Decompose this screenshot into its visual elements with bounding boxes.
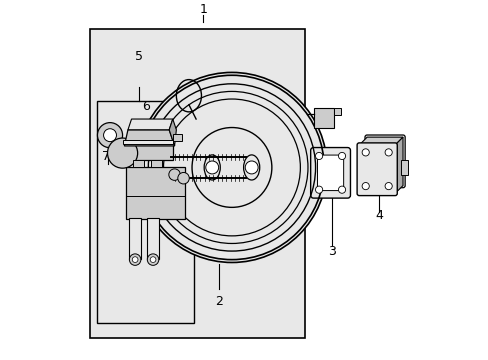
Ellipse shape xyxy=(203,155,220,180)
Polygon shape xyxy=(128,119,172,130)
Circle shape xyxy=(362,183,368,190)
Circle shape xyxy=(362,149,368,156)
Circle shape xyxy=(338,152,345,159)
Text: 3: 3 xyxy=(328,245,336,258)
Text: 6: 6 xyxy=(142,100,149,113)
Bar xyxy=(314,108,333,128)
Bar xyxy=(97,101,194,323)
Circle shape xyxy=(107,138,137,168)
Circle shape xyxy=(384,183,391,190)
Circle shape xyxy=(315,152,322,159)
Circle shape xyxy=(178,172,189,184)
Circle shape xyxy=(384,149,391,156)
Circle shape xyxy=(97,123,122,148)
Circle shape xyxy=(192,127,271,207)
FancyBboxPatch shape xyxy=(356,143,396,195)
Bar xyxy=(151,159,162,167)
Polygon shape xyxy=(394,137,402,193)
Text: 5: 5 xyxy=(134,50,142,63)
Bar xyxy=(122,140,172,144)
Ellipse shape xyxy=(243,155,259,180)
Polygon shape xyxy=(124,130,174,146)
Bar xyxy=(90,30,305,338)
Circle shape xyxy=(103,129,116,141)
Circle shape xyxy=(150,257,156,262)
Text: 1: 1 xyxy=(199,3,207,16)
Circle shape xyxy=(168,169,180,180)
Circle shape xyxy=(129,254,141,265)
FancyBboxPatch shape xyxy=(364,135,405,188)
Circle shape xyxy=(137,72,326,262)
Bar xyxy=(133,159,144,167)
Polygon shape xyxy=(169,119,176,146)
Bar xyxy=(172,134,182,140)
Circle shape xyxy=(132,257,138,262)
Circle shape xyxy=(338,186,345,193)
Text: 2: 2 xyxy=(215,296,223,309)
Bar xyxy=(122,144,172,160)
Bar xyxy=(400,160,407,175)
Circle shape xyxy=(147,254,159,265)
Polygon shape xyxy=(359,137,402,145)
Circle shape xyxy=(205,161,218,174)
Circle shape xyxy=(244,161,258,174)
FancyBboxPatch shape xyxy=(310,148,350,198)
Bar xyxy=(126,167,185,220)
Bar xyxy=(333,108,341,116)
Text: 4: 4 xyxy=(374,210,382,222)
Bar xyxy=(147,218,159,259)
Circle shape xyxy=(315,186,322,193)
Text: 7: 7 xyxy=(102,150,110,163)
FancyBboxPatch shape xyxy=(317,155,343,190)
Bar xyxy=(129,218,141,259)
